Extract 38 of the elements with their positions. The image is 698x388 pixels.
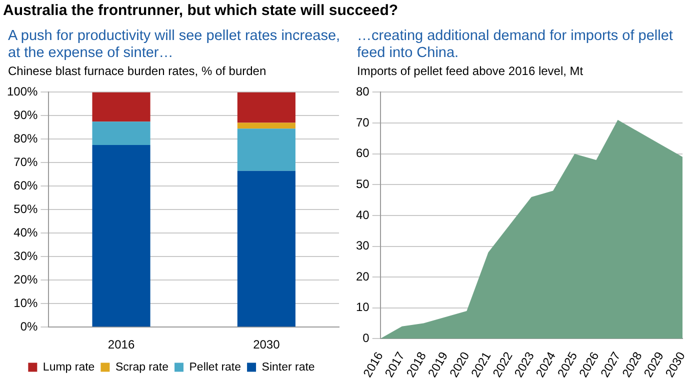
y-tick-label: 30 bbox=[356, 238, 370, 253]
bar bbox=[237, 170, 296, 327]
chart-title: A push for productivity will see pellet rates increase, at the expense of sinter… bbox=[7, 27, 342, 63]
chart-title: …creating additional demand for imports of pellet feed into China. bbox=[356, 27, 674, 63]
y-tick-label: 70 bbox=[356, 115, 370, 130]
y-tick-label: 60% bbox=[14, 178, 38, 192]
y-tick-label: 0 bbox=[362, 330, 370, 345]
y-tick-label: 80 bbox=[356, 84, 370, 99]
y-tick-label: 30% bbox=[14, 248, 38, 263]
chart-subtitle: Chinese blast furnace burden rates, % of burden bbox=[7, 64, 268, 80]
text: Australia the frontrunner, but which state will succeed? bbox=[2, 1, 400, 21]
legend-label: Sinter rate bbox=[262, 361, 315, 374]
y-tick-label: 20% bbox=[14, 272, 38, 286]
y-tick-label: 40% bbox=[14, 225, 38, 240]
x-tick-label: 2016 bbox=[108, 338, 135, 352]
bar bbox=[92, 122, 150, 146]
legend-label: Scrap rate bbox=[115, 361, 169, 374]
y-tick-label: 70% bbox=[14, 154, 38, 169]
x-tick-label: 2030 bbox=[253, 338, 280, 352]
y-tick-label: 80% bbox=[14, 131, 38, 146]
y-tick-label: 20 bbox=[356, 269, 370, 284]
bar bbox=[237, 122, 296, 129]
legend-label: Pellet rate bbox=[189, 361, 242, 374]
y-tick-label: 40 bbox=[356, 208, 370, 222]
y-tick-label: 50% bbox=[14, 202, 38, 216]
y-tick-label: 100% bbox=[6, 84, 38, 99]
y-tick-label: 10% bbox=[14, 296, 38, 310]
legend-label: Lump rate bbox=[42, 361, 95, 374]
chart-subtitle: Imports of pellet feed above 2016 level, Mt bbox=[356, 64, 584, 80]
bar bbox=[92, 92, 150, 122]
y-tick-label: 60 bbox=[356, 146, 370, 160]
y-tick-label: 10 bbox=[356, 300, 370, 314]
y-tick-label: 50 bbox=[356, 176, 370, 191]
bar bbox=[92, 145, 150, 327]
bar bbox=[237, 128, 296, 171]
bar bbox=[237, 92, 296, 123]
y-tick-label: 0% bbox=[20, 319, 38, 334]
y-tick-label: 90% bbox=[14, 108, 38, 122]
